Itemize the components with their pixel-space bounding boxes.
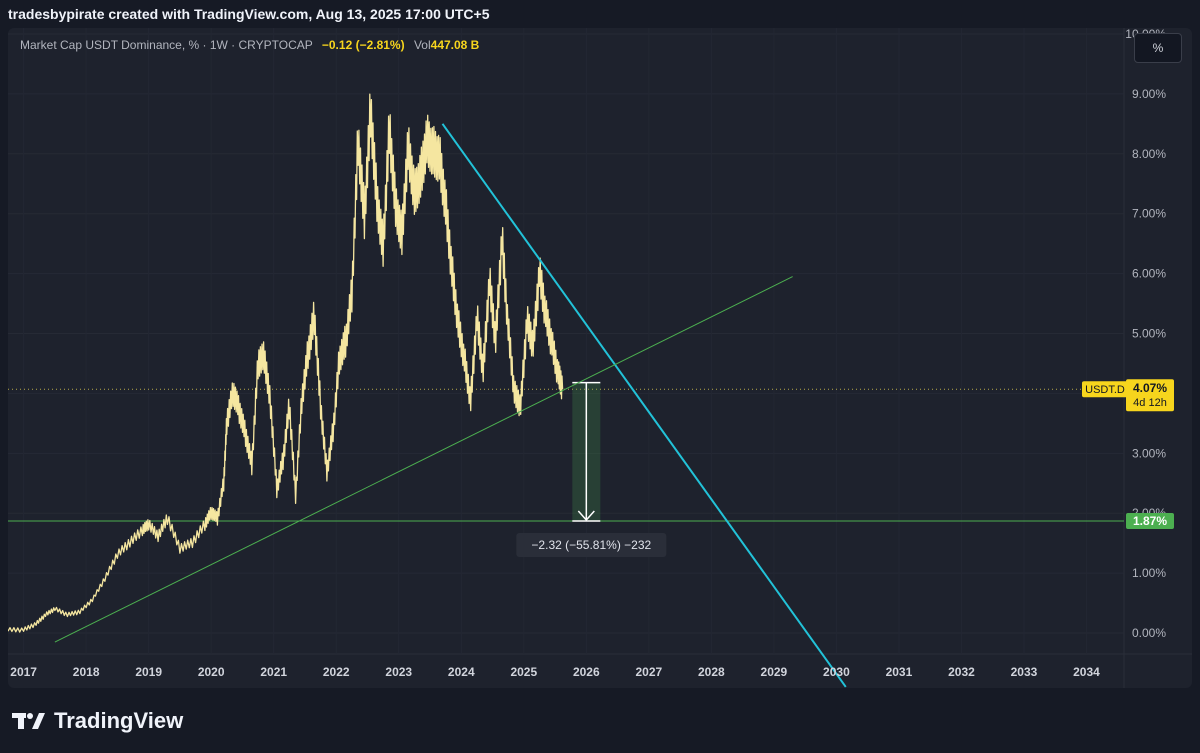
resistance-trendline	[441, 123, 847, 688]
symbol-label: USDT.D	[1085, 384, 1125, 396]
price-chart[interactable]: −2.32 (−55.81%) −232 10.00%9.00%8.00%7.0…	[8, 28, 1192, 688]
measure-label: −2.32 (−55.81%) −232	[531, 538, 651, 552]
x-tick-label: 2032	[948, 665, 975, 679]
legend-change: −0.12 (−2.81%)	[321, 38, 405, 52]
price-series	[8, 93, 564, 633]
y-tick-label: 1.00%	[1132, 566, 1166, 580]
x-tick-label: 2017	[10, 665, 37, 679]
footer: TradingView	[0, 688, 1200, 753]
bar-countdown-label: 4d 12h	[1133, 397, 1167, 409]
horizontal-lines	[8, 388, 1124, 522]
x-tick-label: 2024	[448, 665, 475, 679]
y-tick-label: 3.00%	[1132, 446, 1166, 460]
support-level-label-box	[1126, 513, 1174, 530]
last-price-label: 4.07%	[1133, 381, 1167, 395]
last-price-label-box	[1126, 379, 1174, 412]
x-tick-label: 2033	[1011, 665, 1038, 679]
measure-arrow-head	[577, 510, 595, 522]
x-tick-label: 2023	[385, 665, 412, 679]
y-tick-label: 7.00%	[1132, 207, 1166, 221]
y-tick-label: 0.00%	[1132, 626, 1166, 640]
x-tick-label: 2031	[886, 665, 913, 679]
legend-symbol: Market Cap USDT Dominance, % · 1W · CRYP…	[20, 38, 313, 52]
grid	[8, 28, 1192, 688]
x-tick-label: 2022	[323, 665, 350, 679]
x-tick-label: 2018	[73, 665, 100, 679]
x-tick-label: 2027	[635, 665, 662, 679]
y-tick-label: 8.00%	[1132, 147, 1166, 161]
tradingview-logo-icon	[12, 713, 45, 729]
measurement-tool: −2.32 (−55.81%) −232	[516, 381, 667, 558]
x-tick-label: 2019	[135, 665, 162, 679]
legend-vol-label: Vol	[413, 38, 431, 52]
chart-header: tradesbypirate created with TradingView.…	[0, 0, 1200, 28]
x-tick-label: 2021	[260, 665, 287, 679]
x-tick-label: 2030	[823, 665, 850, 679]
chart-panel[interactable]: −2.32 (−55.81%) −232 10.00%9.00%8.00%7.0…	[8, 28, 1192, 688]
legend-vol-value: 447.08 B	[430, 38, 480, 52]
tradingview-logo-text: TradingView	[54, 708, 184, 733]
percent-scale-button[interactable]: %	[1134, 33, 1182, 63]
y-tick-label: 5.00%	[1132, 327, 1166, 341]
chart-attribution: tradesbypirate created with TradingView.…	[8, 6, 490, 22]
price-labels: USDT.D 4.07% 4d 12h 1.87%	[1082, 379, 1174, 530]
chart-legend: Market Cap USDT Dominance, % · 1W · CRYP…	[20, 38, 479, 52]
support-trendline	[54, 276, 793, 643]
support-level-label: 1.87%	[1133, 514, 1167, 528]
price-line	[8, 93, 564, 633]
y-tick-label: 9.00%	[1132, 87, 1166, 101]
tradingview-logo[interactable]: TradingView	[12, 708, 184, 733]
x-axis: 2017 2018 2019 2020 2021 2022 2023 2024 2025 2026…	[10, 665, 1100, 679]
x-tick-label: 2026	[573, 665, 600, 679]
y-tick-label: 6.00%	[1132, 267, 1166, 281]
y-axis: 10.00%9.00%8.00%7.00%6.00%5.00%4.00%3.00…	[1125, 28, 1166, 640]
trendlines	[54, 123, 847, 688]
x-tick-label: 2029	[761, 665, 788, 679]
x-tick-label: 2028	[698, 665, 725, 679]
x-tick-label: 2034	[1073, 665, 1100, 679]
x-tick-label: 2020	[198, 665, 225, 679]
symbol-label-box	[1082, 381, 1128, 398]
x-tick-label: 2025	[510, 665, 537, 679]
measure-label-box	[516, 533, 667, 558]
